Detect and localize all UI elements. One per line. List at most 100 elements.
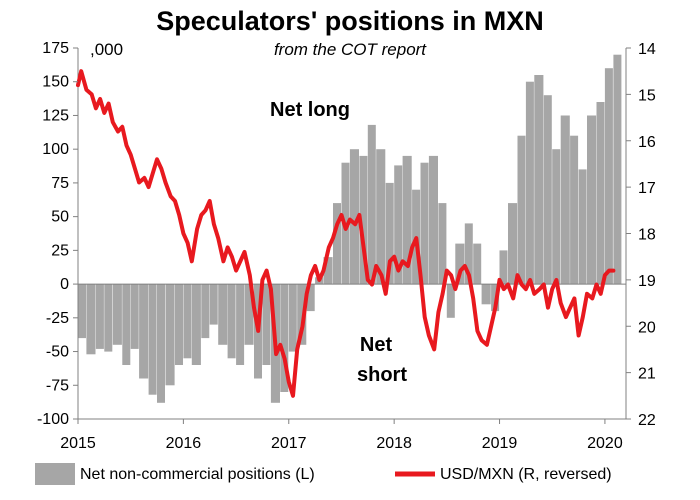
bar — [244, 284, 254, 345]
right-tick-label: 15 — [638, 87, 656, 104]
left-tick-label: 125 — [42, 107, 69, 124]
x-tick-label: 2016 — [166, 435, 202, 452]
left-tick-label: -25 — [46, 310, 69, 327]
bar — [227, 284, 236, 359]
left-tick-label: 0 — [60, 276, 69, 293]
bar — [481, 284, 491, 305]
left-tick-label: 100 — [42, 141, 69, 158]
bar — [165, 284, 175, 386]
left-tick-label: 175 — [42, 40, 69, 57]
bar — [499, 250, 508, 285]
bar — [183, 284, 192, 359]
bar — [394, 165, 403, 285]
x-tick-label: 2018 — [376, 435, 412, 452]
annotation-net-long: Net long — [270, 99, 350, 121]
bar — [446, 284, 455, 318]
right-tick-label: 14 — [638, 41, 656, 58]
bar — [552, 149, 561, 285]
bar — [333, 203, 341, 284]
x-tick-label: 2015 — [60, 435, 96, 452]
bar — [376, 149, 386, 285]
bar — [236, 284, 245, 365]
left-tick-label: -75 — [46, 377, 69, 394]
bar — [613, 54, 622, 285]
left-axis-units: ,000 — [90, 40, 123, 59]
right-tick-label: 19 — [638, 273, 656, 290]
bar — [288, 284, 297, 352]
bar — [525, 81, 534, 285]
bar — [473, 243, 482, 285]
left-tick-label: 25 — [51, 242, 69, 259]
bar — [78, 284, 86, 339]
bar — [148, 284, 157, 395]
right-tick-label: 22 — [638, 412, 656, 429]
x-tick-label: 2020 — [587, 435, 623, 452]
bar — [349, 149, 359, 285]
right-tick-label: 18 — [638, 227, 656, 244]
left-tick-label: 75 — [51, 175, 69, 192]
legend-label-bars: Net non-commercial positions (L) — [80, 466, 315, 483]
bar — [191, 284, 201, 365]
bar — [578, 169, 587, 285]
bar — [323, 257, 333, 285]
right-tick-label: 16 — [638, 134, 656, 151]
bar — [587, 115, 597, 285]
bar — [280, 284, 289, 392]
bar — [517, 135, 526, 285]
bar — [560, 115, 570, 285]
legend: Net non-commercial positions (L) USD/MXN… — [35, 463, 612, 485]
bar — [104, 284, 113, 352]
right-tick-label: 17 — [638, 180, 656, 197]
left-tick-label: 50 — [51, 209, 69, 226]
bar — [201, 284, 210, 339]
chart-title: Speculators' positions in MXN — [156, 6, 543, 36]
bar — [209, 284, 218, 325]
x-tick-label: 2017 — [271, 435, 307, 452]
bar — [534, 75, 544, 285]
bar — [297, 284, 307, 345]
bar — [402, 155, 412, 285]
legend-label-line: USD/MXN (R, reversed) — [440, 466, 612, 483]
left-axis-ticks: 175 150 125 100 75 50 25 0 -25 -50 -75 -100 — [37, 40, 78, 428]
bar — [420, 162, 429, 285]
bar — [218, 284, 228, 345]
bar — [86, 284, 96, 355]
right-axis-ticks: 14 15 16 17 18 19 20 21 22 — [626, 41, 656, 429]
bar — [385, 182, 394, 285]
bar — [438, 203, 447, 284]
bar — [367, 124, 376, 285]
bar — [175, 284, 183, 365]
bar — [157, 284, 165, 403]
right-tick-label: 21 — [638, 366, 656, 383]
left-tick-label: -100 — [37, 411, 69, 428]
line-series — [76, 69, 616, 398]
usdmxn-line — [76, 69, 616, 398]
bar — [543, 95, 552, 285]
bar — [112, 284, 122, 345]
left-tick-label: -50 — [46, 344, 69, 361]
x-axis-ticks: 2015 2016 2017 2018 2019 2020 — [60, 419, 623, 452]
bar — [130, 284, 139, 349]
x-tick-label: 2019 — [482, 435, 518, 452]
bar — [455, 243, 465, 285]
right-tick-label: 20 — [638, 319, 656, 336]
bar — [508, 203, 518, 284]
bar — [604, 68, 613, 285]
annotation-short: short — [357, 364, 407, 386]
bar — [139, 284, 149, 379]
bar — [359, 155, 368, 285]
bar — [596, 102, 605, 285]
legend-swatch-bars — [35, 463, 75, 485]
bar — [95, 284, 104, 349]
left-tick-label: 150 — [42, 74, 69, 91]
bar — [570, 135, 579, 285]
bar — [464, 223, 473, 285]
bar — [262, 284, 271, 365]
bar-series — [78, 54, 622, 403]
bar — [306, 284, 315, 312]
annotation-net: Net — [360, 334, 393, 356]
bar — [428, 155, 438, 285]
chart-subtitle: from the COT report — [274, 40, 427, 59]
bar — [122, 284, 131, 365]
